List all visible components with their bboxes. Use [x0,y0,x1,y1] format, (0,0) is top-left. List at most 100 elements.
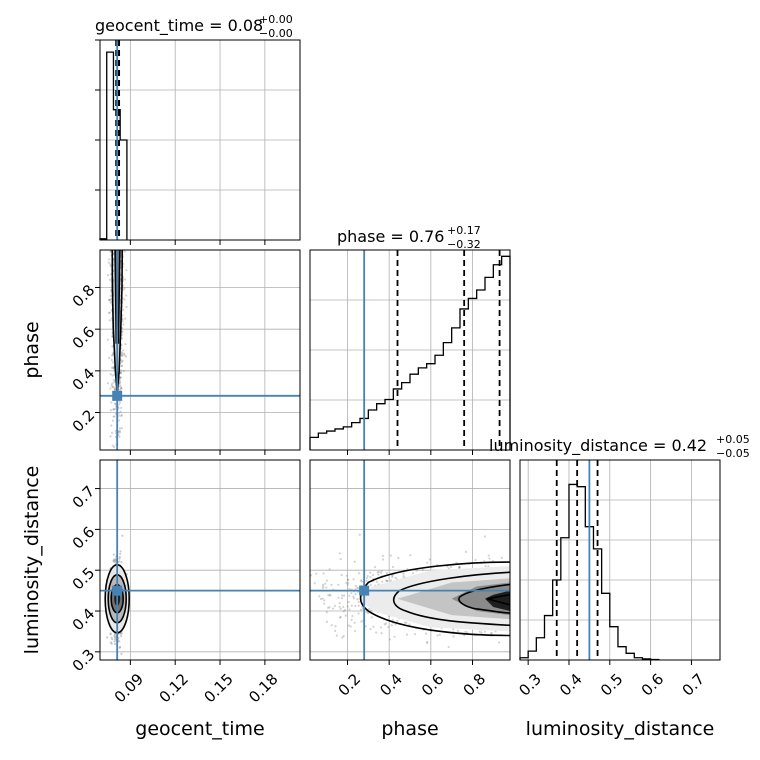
sample-point [111,444,114,447]
sample-point [119,550,122,553]
panel-frame [309,459,511,661]
title-luminosity-distance-minus: −0.05 [716,447,750,460]
sample-point [120,652,123,656]
sample-point [360,580,363,583]
sample-point [324,582,327,585]
sample-point [113,415,116,418]
sample-point [118,435,121,438]
sample-point [109,265,112,268]
title-luminosity-distance-plus: +0.05 [716,433,750,446]
sample-point [388,638,391,641]
panel-geocent-time-histogram [99,40,300,240]
sample-point [357,604,360,607]
sample-point [113,634,116,637]
sample-point [112,366,115,369]
sample-point [381,554,385,557]
sample-point [113,445,116,449]
sample-point [338,616,342,619]
sample-point [118,645,122,649]
sample-point [331,607,335,610]
sample-point [108,319,111,322]
xlabel-geocent-time: geocent_time [135,718,264,740]
sample-point [438,633,441,636]
sample-point [377,570,380,573]
sample-point [321,597,324,600]
sample-point [457,566,461,570]
sample-point [323,602,326,605]
sample-point [113,388,116,392]
sample-point [119,632,122,636]
sample-point [107,311,110,314]
sample-point [123,354,126,357]
sample-point [357,587,360,590]
sample-point [108,298,111,302]
sample-point [328,568,331,571]
sample-point [325,579,329,582]
sample-point [109,632,112,635]
sample-point [123,352,126,355]
sample-point [122,369,125,373]
sample-point [352,595,355,598]
y-tick-label: 0.5 [69,564,99,594]
sample-point [393,635,396,638]
sample-point [109,263,112,266]
sample-point [120,364,123,367]
panel-frame [309,249,511,451]
sample-point [125,305,128,309]
sample-point [118,640,121,643]
sample-point [354,584,357,587]
sample-point [322,572,325,575]
sample-point [119,376,122,379]
title-phase-plus: +0.17 [447,224,481,237]
histogram-step [99,51,128,240]
sample-point [426,561,429,564]
sample-point [113,638,117,641]
sample-point [118,555,121,559]
sample-point [455,561,458,564]
sample-point [483,535,487,538]
sample-point [488,557,491,560]
sample-point [390,624,393,627]
sample-point [110,431,114,434]
sample-point [376,571,380,574]
sample-point [120,561,123,564]
sample-point [113,386,116,390]
sample-point [119,384,122,387]
sample-point [118,403,121,406]
sample-point [110,354,114,357]
y-tick-label: 0.6 [69,323,99,353]
sample-point [385,579,389,583]
sample-point [121,534,124,537]
sample-point [118,557,121,560]
sample-point [490,632,493,635]
sample-point [330,583,333,586]
sample-point [113,635,116,638]
sample-point [338,605,341,608]
sample-point [483,630,487,633]
sample-point [369,571,372,574]
sample-point [118,431,121,434]
sample-point [334,629,337,633]
sample-point [337,583,340,586]
title-geocent-time-minus: −0.00 [259,27,293,40]
sample-point [347,578,350,581]
sample-point [124,317,127,320]
sample-point [354,587,357,591]
sample-point [389,579,393,582]
sample-point [474,558,477,562]
sample-point [349,625,352,628]
sample-point [478,630,481,633]
contour-inner [114,250,121,344]
sample-point [118,414,121,417]
x-tick-label: 0.7 [679,670,709,700]
sample-point [106,338,109,341]
sample-point [114,402,117,405]
sample-point [329,594,332,597]
sample-point [325,620,329,624]
sample-point [108,258,111,261]
sample-point [106,382,110,385]
sample-point [354,593,357,596]
sample-point [385,571,388,575]
sample-point [315,572,318,575]
sample-point [402,575,405,578]
